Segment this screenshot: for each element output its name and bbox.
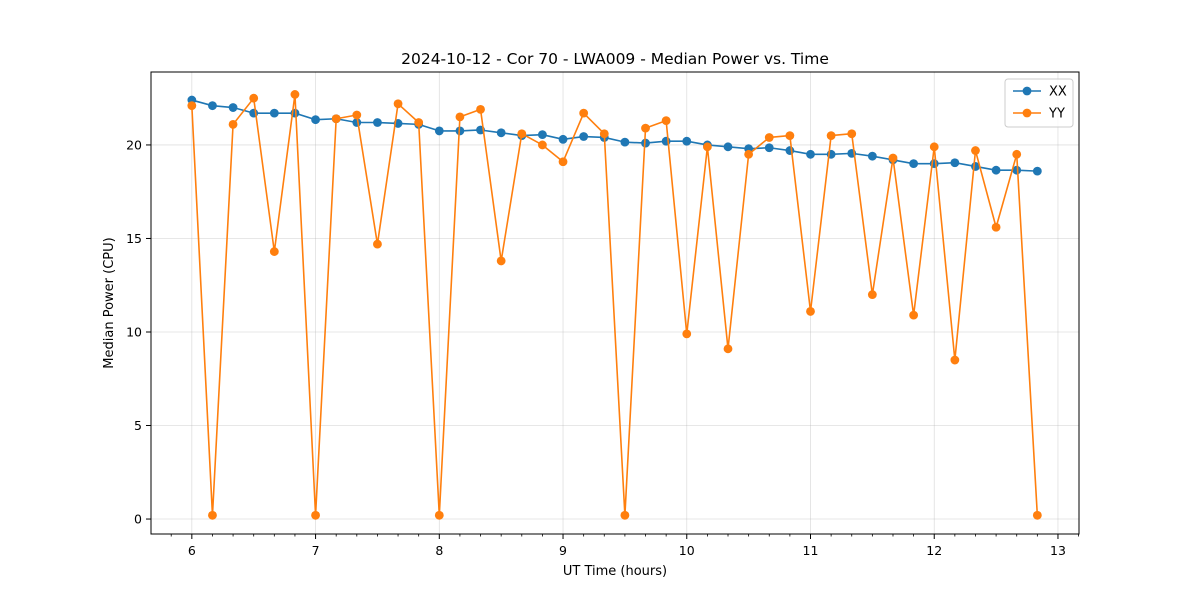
grid-lines <box>151 72 1079 534</box>
data-point-yy <box>311 510 320 520</box>
data-point-yy <box>1012 149 1022 159</box>
x-tick-label: 13 <box>1050 543 1066 558</box>
data-point-yy <box>434 510 444 520</box>
data-point-xx <box>311 115 320 125</box>
y-axis-label: Median Power (CPU) <box>102 237 117 368</box>
data-point-yy <box>599 129 609 139</box>
series-layer <box>187 90 1042 520</box>
series-line-xx <box>191 99 1038 172</box>
data-point-yy <box>269 247 279 256</box>
data-point-yy <box>909 310 919 320</box>
y-tick-label: 10 <box>126 324 142 339</box>
data-point-yy <box>414 118 424 127</box>
data-point-yy <box>476 105 485 114</box>
data-point-yy <box>971 146 980 155</box>
data-point-yy <box>290 90 300 99</box>
y-tick-label: 5 <box>134 418 142 433</box>
data-point-yy <box>331 114 341 124</box>
data-point-yy <box>517 129 527 139</box>
data-point-xx <box>228 103 238 112</box>
x-tick-label: 8 <box>435 543 443 558</box>
legend-label-yy: YY <box>1048 107 1065 122</box>
data-point-yy <box>393 99 403 109</box>
data-point-yy <box>847 129 857 139</box>
data-point-yy <box>352 110 362 120</box>
data-point-yy <box>641 123 650 133</box>
data-point-yy <box>723 344 733 354</box>
data-point-xx <box>558 134 568 144</box>
x-tick-label: 11 <box>803 543 819 558</box>
data-point-yy <box>682 329 692 339</box>
legend: XX YY <box>1004 78 1074 128</box>
data-point-yy <box>702 142 712 152</box>
data-point-yy <box>991 222 1001 232</box>
data-point-yy <box>208 510 217 520</box>
data-point-yy <box>228 119 238 129</box>
legend-label-xx: XX <box>1049 85 1067 100</box>
data-point-xx <box>764 143 774 153</box>
data-point-yy <box>826 131 836 140</box>
series-line-yy <box>191 93 1039 517</box>
data-point-xx <box>434 126 444 136</box>
data-point-yy <box>373 239 382 249</box>
data-point-yy <box>888 153 898 163</box>
data-point-xx <box>950 158 960 168</box>
legend-marker-xx <box>1022 86 1032 96</box>
data-point-xx <box>579 132 589 141</box>
data-point-yy <box>579 108 589 118</box>
data-point-xx <box>373 118 382 127</box>
x-tick-label: 7 <box>312 543 320 558</box>
data-point-yy <box>620 510 630 520</box>
data-point-xx <box>909 159 919 169</box>
data-point-yy <box>1032 510 1042 520</box>
series-yy <box>187 90 1042 520</box>
data-point-xx <box>682 136 692 146</box>
data-point-xx <box>208 101 217 111</box>
axis-ticks: 6 7 8 9 10 11 12 13 0 5 10 15 20 <box>126 137 1079 558</box>
data-point-yy <box>744 149 754 159</box>
data-point-xx <box>1032 166 1042 176</box>
data-point-yy <box>538 140 547 150</box>
x-axis-label: UT Time (hours) <box>563 564 667 579</box>
x-tick-label: 6 <box>188 543 196 558</box>
y-tick-label: 20 <box>126 137 142 152</box>
data-point-xx <box>269 108 279 118</box>
data-point-yy <box>455 112 465 122</box>
data-point-yy <box>867 290 877 299</box>
y-tick-label: 0 <box>134 512 142 527</box>
data-point-yy <box>558 157 568 167</box>
y-tick-label: 15 <box>126 231 142 246</box>
plot-area-frame <box>150 71 1080 535</box>
data-point-xx <box>867 151 877 161</box>
legend-marker-yy <box>1022 108 1032 118</box>
x-tick-label: 9 <box>559 543 567 558</box>
data-point-yy <box>806 307 815 316</box>
data-point-yy <box>187 101 197 111</box>
data-point-xx <box>620 137 630 147</box>
data-point-xx <box>991 165 1001 175</box>
data-point-xx <box>785 146 795 155</box>
data-point-yy <box>785 131 795 140</box>
x-tick-label: 10 <box>679 543 695 558</box>
chart-title: 2024-10-12 - Cor 70 - LWA009 - Median Po… <box>401 50 829 68</box>
data-point-xx <box>1012 165 1022 175</box>
data-point-yy <box>496 256 506 266</box>
data-point-yy <box>950 355 960 365</box>
data-point-yy <box>764 133 774 142</box>
data-point-xx <box>723 142 733 152</box>
x-tick-label: 12 <box>926 543 942 558</box>
data-point-xx <box>496 128 506 138</box>
data-point-xx <box>806 149 815 159</box>
data-point-yy <box>661 116 671 126</box>
data-point-xx <box>538 130 547 140</box>
data-point-yy <box>249 93 259 103</box>
data-point-yy <box>929 142 939 152</box>
